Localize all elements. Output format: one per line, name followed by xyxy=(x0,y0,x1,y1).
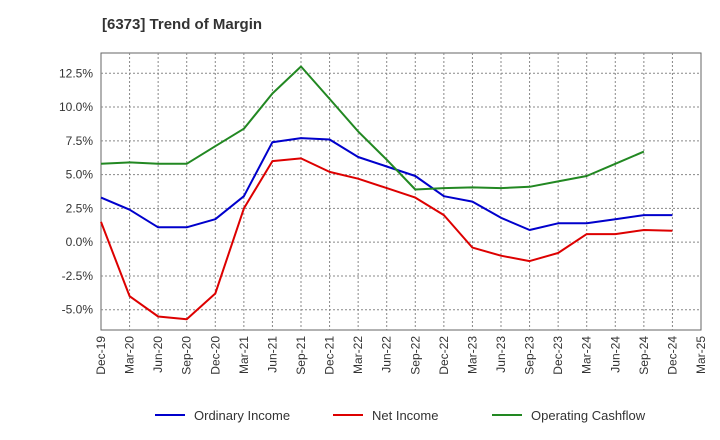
y-tick-label: -5.0% xyxy=(62,303,94,317)
x-axis-ticks: Dec-19 Mar-20 Jun-20 Sep-20 Dec-20 Mar-21 Jun-… xyxy=(94,336,708,375)
x-tick-label: Mar-24 xyxy=(580,336,594,374)
x-tick-label: Sep-24 xyxy=(637,336,651,375)
legend-label-operating-cashflow: Operating Cashflow xyxy=(531,408,646,423)
x-tick-label: Dec-21 xyxy=(323,336,337,375)
chart-title: [6373] Trend of Margin xyxy=(102,16,263,33)
x-tick-label: Mar-25 xyxy=(694,336,708,374)
x-tick-label: Sep-21 xyxy=(294,336,308,375)
plot-area xyxy=(100,52,702,331)
legend: Ordinary Income Net Income Operating Cashf… xyxy=(155,408,646,423)
x-tick-label: Dec-19 xyxy=(94,336,108,375)
x-tick-label: Jun-21 xyxy=(265,336,279,373)
x-tick-label: Jun-23 xyxy=(494,336,508,373)
x-tick-label: Sep-22 xyxy=(408,336,422,375)
y-tick-label: 10.0% xyxy=(59,100,93,114)
series-lines xyxy=(100,65,673,321)
x-tick-label: Jun-22 xyxy=(380,336,394,373)
x-tick-label: Dec-23 xyxy=(551,336,565,375)
x-tick-label: Dec-24 xyxy=(665,336,679,375)
x-tick-label: Jun-24 xyxy=(608,336,622,373)
x-tick-label: Dec-20 xyxy=(208,336,222,375)
x-tick-label: Mar-21 xyxy=(237,336,251,374)
series-line-ordinary-income xyxy=(100,137,673,231)
y-axis-ticks: -5.0% -2.5% 0.0% 2.5% 5.0% 7.5% 10.0% 12.5% xyxy=(59,66,93,316)
legend-label-ordinary-income: Ordinary Income xyxy=(194,408,290,423)
x-tick-label: Sep-23 xyxy=(523,336,537,375)
x-tick-label: Dec-22 xyxy=(437,336,451,375)
y-tick-label: 2.5% xyxy=(66,201,94,215)
x-tick-label: Mar-23 xyxy=(465,336,479,374)
x-tick-label: Sep-20 xyxy=(180,336,194,375)
x-tick-label: Jun-20 xyxy=(151,336,165,373)
legend-label-net-income: Net Income xyxy=(372,408,438,423)
y-tick-label: 7.5% xyxy=(66,134,94,148)
series-line-net-income xyxy=(100,157,673,321)
x-tick-label: Mar-20 xyxy=(123,336,137,374)
y-tick-label: 12.5% xyxy=(59,66,93,80)
y-tick-label: -2.5% xyxy=(62,269,94,283)
series-line-operating-cashflow xyxy=(100,65,645,191)
x-tick-label: Mar-22 xyxy=(351,336,365,374)
y-tick-label: 0.0% xyxy=(66,235,94,249)
y-tick-label: 5.0% xyxy=(66,168,94,182)
